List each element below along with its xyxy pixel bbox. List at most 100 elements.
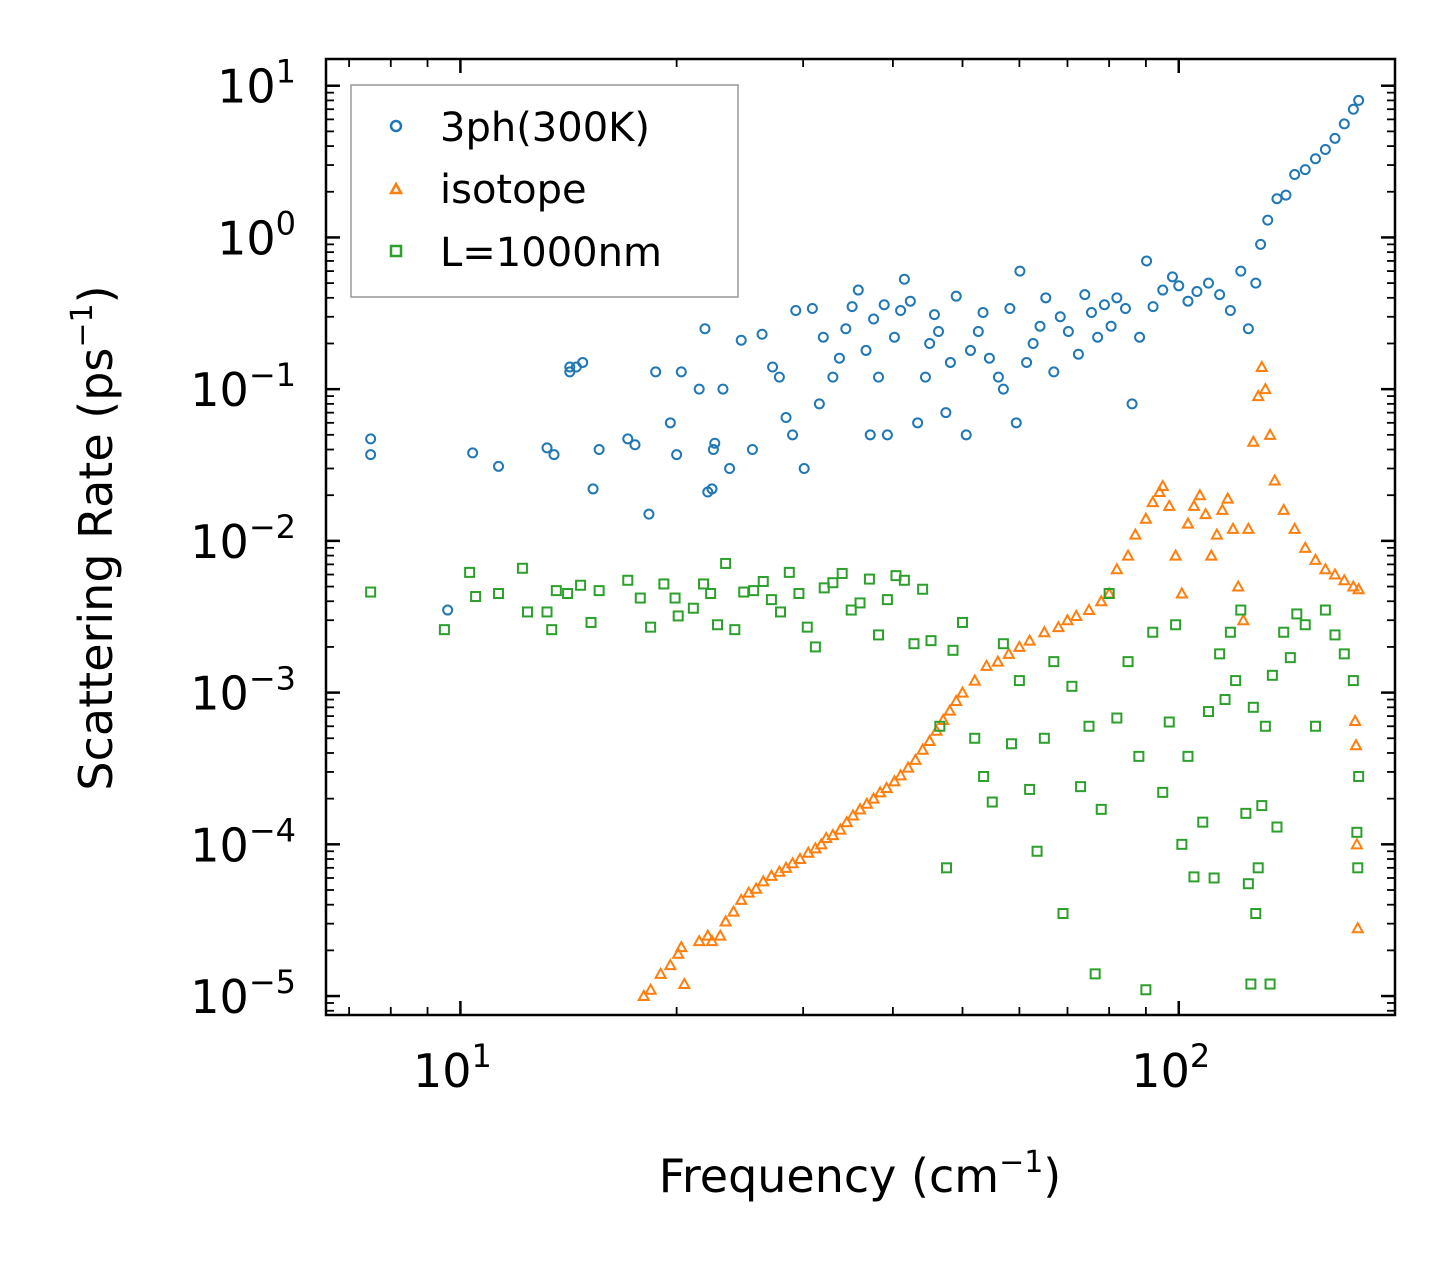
data-point-square: [1031, 845, 1043, 857]
data-point-triangle: [1298, 540, 1312, 553]
data-point-square: [634, 592, 646, 604]
data-point-circle: [724, 462, 736, 474]
legend-label-l1000nm: L=1000nm: [440, 230, 662, 276]
data-point-triangle: [1187, 498, 1201, 511]
data-point-triangle: [1350, 837, 1364, 850]
x-tick-label: 101: [413, 1037, 492, 1098]
data-point-square: [873, 629, 885, 641]
data-point-circle: [664, 417, 676, 429]
data-point-circle: [881, 429, 893, 441]
data-point-square: [898, 574, 910, 586]
data-point-circle: [1085, 307, 1097, 319]
data-point-square: [941, 862, 953, 874]
data-point-square: [957, 616, 969, 628]
data-point-triangle: [1351, 921, 1365, 934]
data-point-square: [908, 638, 920, 650]
data-point-circle: [983, 352, 995, 364]
data-point-circle: [1092, 331, 1104, 343]
data-point-circle: [587, 483, 599, 495]
data-point-triangle: [853, 802, 867, 815]
data-point-triangle: [1236, 613, 1251, 626]
data-point-circle: [898, 273, 910, 285]
legend-label-isotope: isotope: [440, 167, 587, 213]
data-point-triangle: [637, 988, 651, 1002]
data-point-triangle: [1210, 527, 1224, 540]
data-point-circle: [1157, 284, 1169, 296]
data-point-circle: [1111, 292, 1123, 304]
x-tick-label: 102: [1131, 1037, 1210, 1098]
data-point-square: [1197, 816, 1209, 828]
data-point-triangle: [1348, 713, 1362, 726]
data-point-circle: [709, 437, 721, 449]
data-point-triangle: [1226, 521, 1240, 534]
data-point-circle: [798, 462, 810, 474]
data-point-triangle: [908, 752, 923, 765]
legend-circle-marker: [389, 119, 403, 133]
data-point-circle: [840, 323, 852, 335]
data-point-circle: [365, 449, 377, 461]
data-point-square: [978, 770, 990, 782]
data-point-circle: [1262, 214, 1274, 226]
data-point-triangle: [1258, 382, 1273, 395]
data-point-triangle: [1156, 478, 1170, 491]
data-point-triangle: [943, 703, 957, 716]
data-point-circle: [817, 331, 829, 343]
data-point-square: [774, 606, 786, 618]
data-point-circle: [1182, 295, 1194, 307]
data-point-circle: [1202, 277, 1214, 289]
data-point-square: [658, 578, 670, 590]
data-point-circle: [928, 309, 940, 321]
data-point-triangle: [846, 808, 860, 821]
data-point-square: [438, 624, 450, 636]
data-point-square: [925, 635, 937, 647]
data-point-circle: [1173, 280, 1185, 292]
data-point-circle: [1062, 325, 1074, 337]
data-point-square: [1157, 786, 1169, 798]
data-point-triangle: [653, 966, 668, 979]
data-point-triangle: [1139, 511, 1153, 524]
data-point-circle: [693, 383, 705, 395]
data-point-circle: [1048, 366, 1060, 378]
data-point-square: [1133, 750, 1145, 762]
legend-triangle-marker: [388, 181, 404, 195]
data-point-square: [863, 573, 875, 585]
data-point-square: [1147, 626, 1159, 638]
data-point-triangle: [756, 874, 770, 887]
data-point-circle: [1021, 356, 1033, 368]
data-point-square: [1240, 807, 1252, 819]
y-tick-label: 10−2: [190, 508, 296, 569]
data-point-triangle: [949, 693, 963, 707]
data-point-square: [854, 597, 866, 609]
data-point-triangle: [936, 712, 950, 725]
data-point-circle: [1027, 337, 1039, 349]
data-point-triangle: [671, 946, 685, 959]
data-point-triangle: [1328, 567, 1342, 580]
data-point-triangle: [1287, 521, 1302, 534]
data-point-circle: [912, 417, 924, 429]
data-point-triangle: [1012, 639, 1027, 652]
data-point-circle: [1014, 265, 1026, 277]
plot-frame: [324, 57, 1397, 1017]
data-point-square: [1024, 783, 1036, 795]
data-point-square: [1103, 587, 1115, 599]
data-point-circle: [675, 366, 687, 378]
data-point-circle: [806, 303, 818, 315]
data-point-circle: [1079, 289, 1091, 301]
data-point-square: [1256, 800, 1268, 812]
data-point-circle: [643, 508, 655, 520]
data-point-circle: [873, 371, 885, 383]
data-point-circle: [735, 334, 747, 346]
data-point-square: [522, 606, 534, 618]
data-point-circle: [1299, 164, 1311, 176]
data-point-circle: [864, 429, 876, 441]
data-point-square: [1188, 871, 1200, 883]
data-point-triangle: [1037, 625, 1052, 638]
data-point-square: [1266, 669, 1278, 681]
data-point-circle: [1271, 193, 1283, 205]
data-point-circle: [1054, 311, 1066, 323]
data-point-circle: [972, 325, 984, 337]
data-point-triangle: [915, 742, 930, 755]
data-point-square: [793, 587, 805, 599]
data-point-square: [1278, 626, 1290, 638]
legend: 3ph(300K) isotope L=1000nm: [350, 84, 739, 298]
